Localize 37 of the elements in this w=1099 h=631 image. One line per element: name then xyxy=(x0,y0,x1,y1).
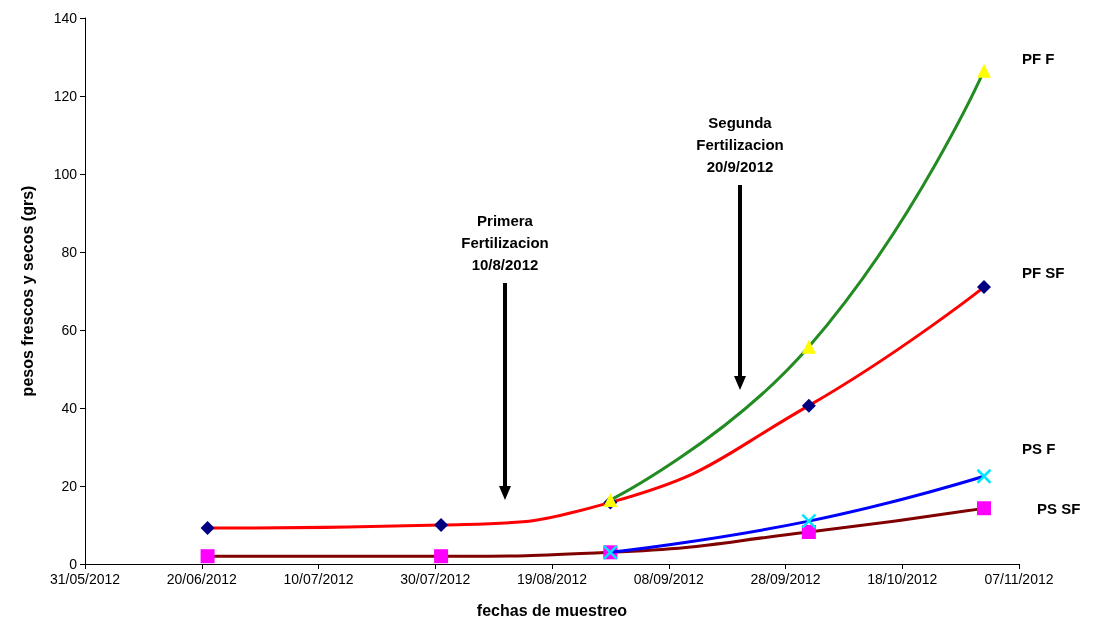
x-tick-label: 28/09/2012 xyxy=(750,571,821,587)
x-tick-label: 08/09/2012 xyxy=(633,571,704,587)
y-tick-label: 120 xyxy=(53,88,78,104)
text: PF SF xyxy=(1021,263,1065,281)
x-tick-label: 10/07/2012 xyxy=(283,571,354,587)
y-tick-label: 140 xyxy=(53,10,78,26)
point xyxy=(200,549,215,564)
point xyxy=(801,513,817,529)
text: PS SF xyxy=(1036,499,1081,517)
point xyxy=(801,339,816,354)
x-tick-label: 30/07/2012 xyxy=(400,571,471,587)
y-axis-title: pesos frescos y secos (grs) xyxy=(18,185,36,397)
point xyxy=(801,525,816,540)
y-tick-label: 80 xyxy=(61,244,78,260)
x-tick-label: 07/11/2012 xyxy=(984,571,1054,587)
point xyxy=(801,398,816,413)
text: PF F xyxy=(1021,50,1055,68)
x-tick-label: 31/05/2012 xyxy=(49,571,121,587)
y-tick-label: 100 xyxy=(53,166,78,182)
x-tick-label: 20/06/2012 xyxy=(166,571,237,587)
x-tick-label: 18/10/2012 xyxy=(867,571,938,587)
y-tick-label: 20 xyxy=(61,478,78,494)
point xyxy=(434,518,449,532)
point xyxy=(976,63,991,78)
point xyxy=(434,549,449,564)
y-tick-label: 40 xyxy=(61,400,78,416)
point xyxy=(976,501,991,516)
annotation: Primera Fertilizacion 10/8/2012 xyxy=(461,211,549,273)
point xyxy=(976,468,992,484)
x-tick-label: 19/08/2012 xyxy=(516,571,588,587)
y-tick-label: 0 xyxy=(69,556,78,572)
x-axis-title: fechas de muestreo xyxy=(476,601,628,619)
text: PS F xyxy=(1021,439,1056,457)
point xyxy=(976,280,991,295)
y-tick-label: 60 xyxy=(61,322,78,338)
annotation: Segunda Fertilizacion 20/9/2012 xyxy=(696,113,784,175)
point xyxy=(200,521,215,536)
